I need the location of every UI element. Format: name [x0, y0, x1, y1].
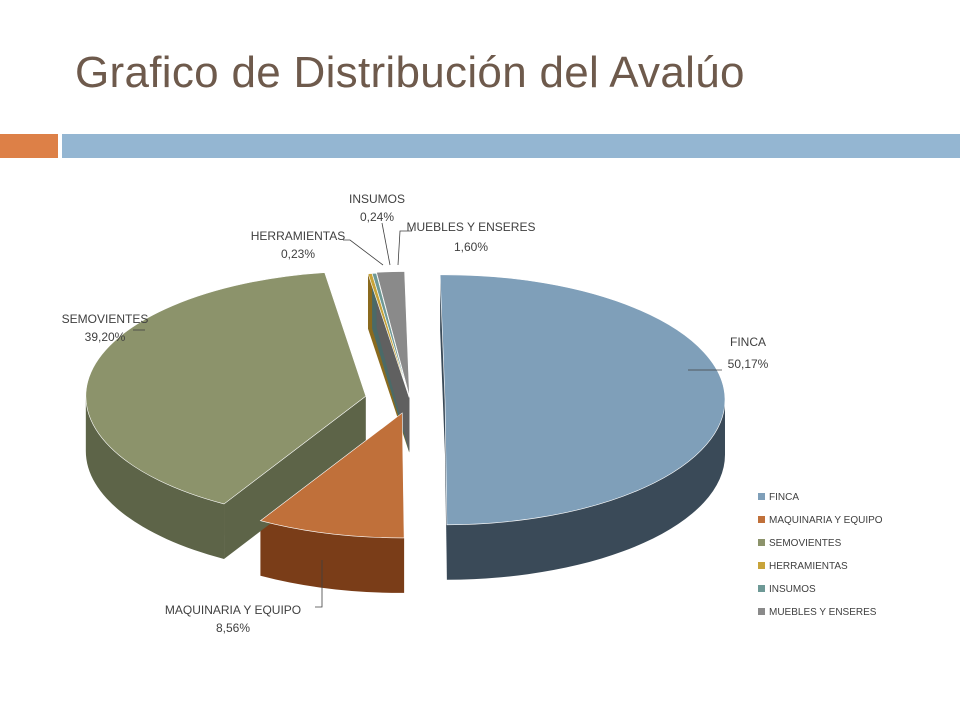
legend-swatch-herramientas: [758, 562, 765, 569]
legend-label-herramientas: HERRAMIENTAS: [769, 561, 848, 572]
leader-line-maquinaria-y-equipo: [315, 560, 323, 608]
legend-swatch-insumos: [758, 585, 765, 592]
data-label-name-maquinaria-y-equipo: MAQUINARIA Y EQUIPO: [165, 603, 301, 617]
pie-cut-finca: [440, 274, 445, 455]
data-label-value-insumos: 0,24%: [360, 210, 394, 224]
pie-slice-maquinaria-y-equipo: [259, 412, 405, 539]
data-label-name-finca: FINCA: [730, 335, 766, 349]
legend-swatch-muebles-y-enseres: [758, 608, 765, 615]
legend-label-muebles-y-enseres: MUEBLES Y ENSERES: [769, 607, 877, 618]
pie-tops: [85, 271, 726, 539]
legend: FINCA MAQUINARIA Y EQUIPO SEMOVIENTES HERRA…: [758, 492, 883, 618]
legend-label-finca: FINCA: [769, 492, 799, 503]
data-label-value-maquinaria-y-equipo: 8,56%: [216, 621, 250, 635]
accent-bar-blue: [62, 134, 960, 158]
leader-line-insumos: [381, 222, 391, 266]
data-labels: FINCA 50,17% MAQUINARIA Y EQUIPO 8,56% SEMOV…: [62, 192, 769, 635]
data-label-value-herramientas: 0,23%: [281, 247, 315, 261]
data-label-name-semovientes: SEMOVIENTES: [62, 312, 149, 326]
legend-label-insumos: INSUMOS: [769, 584, 816, 595]
data-label-value-muebles-y-enseres: 1,60%: [454, 240, 488, 254]
legend-label-maquinaria-y-equipo: MAQUINARIA Y EQUIPO: [769, 515, 883, 526]
legend-label-semovientes: SEMOVIENTES: [769, 538, 842, 549]
pie-sides: [85, 272, 725, 593]
leader-line-herramientas: [343, 239, 384, 266]
data-label-value-finca: 50,17%: [728, 357, 769, 371]
accent-bar-orange: [0, 134, 58, 158]
data-label-name-insumos: INSUMOS: [349, 192, 405, 206]
leader-line-muebles-y-enseres: [397, 230, 412, 266]
pie-side-semovientes: [85, 396, 225, 559]
data-label-name-muebles-y-enseres: MUEBLES Y ENSERES: [407, 220, 536, 234]
pie-slice-finca: [439, 274, 726, 526]
pie-side-maquinaria-y-equipo: [260, 520, 405, 593]
pie-cut-semovientes: [224, 396, 366, 559]
pie-side-finca: [446, 399, 725, 580]
legend-swatch-semovientes: [758, 539, 765, 546]
data-label-name-herramientas: HERRAMIENTAS: [251, 229, 345, 243]
page-title: Grafico de Distribución del Avalúo: [75, 48, 745, 97]
data-label-value-semovientes: 39,20%: [85, 330, 126, 344]
legend-swatch-maquinaria-y-equipo: [758, 516, 765, 523]
leader-lines: [133, 222, 722, 608]
pie-slice-semovientes: [85, 272, 367, 505]
legend-swatch-finca: [758, 493, 765, 500]
pie-slice-insumos: [371, 272, 410, 398]
pie-slice-muebles-y-enseres: [376, 271, 410, 397]
